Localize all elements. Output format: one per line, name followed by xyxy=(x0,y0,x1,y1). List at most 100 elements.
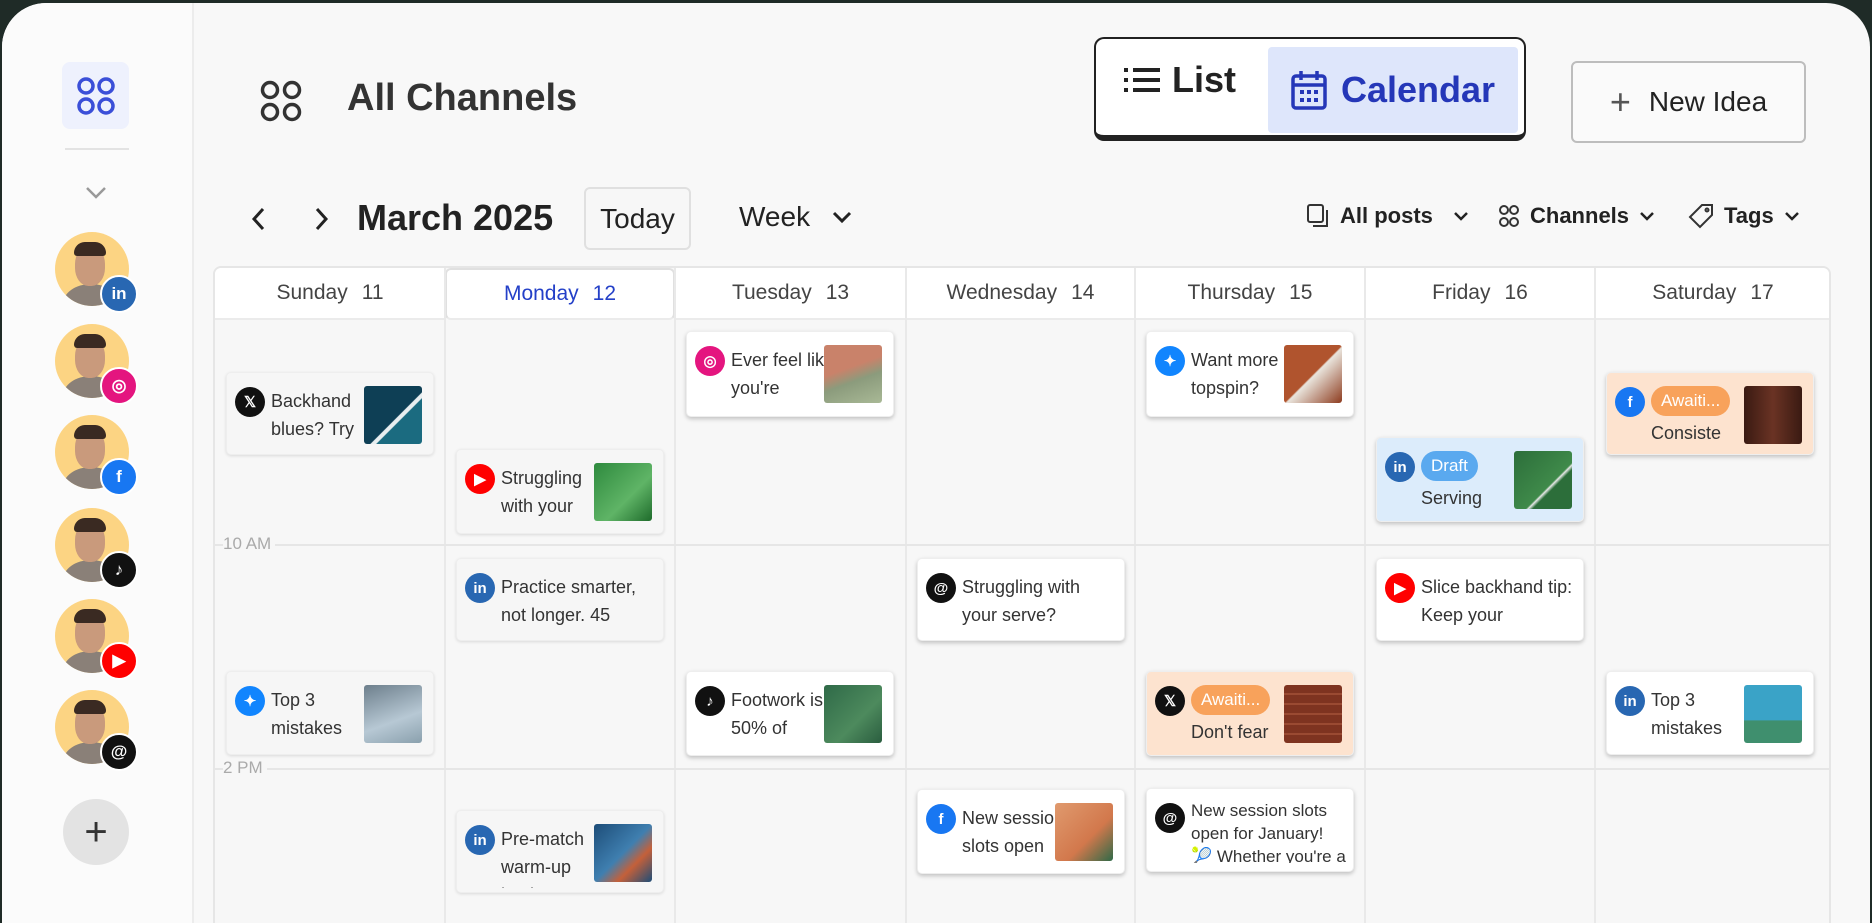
post-text: Footwork is 50% of xyxy=(731,690,824,738)
post-card[interactable]: @ Struggling with your serve? xyxy=(917,558,1125,641)
day-header-tuesday: Tuesday 13 xyxy=(675,268,906,320)
post-card[interactable]: ▶ Struggling with your xyxy=(456,449,664,534)
view-range-label: Week xyxy=(739,201,811,232)
list-icon xyxy=(1124,68,1160,92)
channels-filter[interactable]: Channels xyxy=(1498,203,1655,229)
all-channels-button[interactable] xyxy=(62,62,129,129)
day-date: 11 xyxy=(361,281,384,304)
list-label: List xyxy=(1172,59,1237,100)
today-button[interactable]: Today xyxy=(584,187,691,250)
status-badge: Draft xyxy=(1421,451,1478,481)
time-label: 2 PM xyxy=(223,758,267,778)
next-week-button[interactable] xyxy=(314,206,330,232)
post-text: Struggling with your serve? xyxy=(962,577,1081,625)
sidebar: in ◎ f ♪ ▶ @ + xyxy=(2,3,194,923)
facebook-icon: f xyxy=(926,804,956,834)
current-month: March 2025 xyxy=(357,197,554,238)
day-name: Saturday xyxy=(1652,281,1737,304)
day-name: Sunday xyxy=(276,281,348,304)
chevron-down-icon xyxy=(1640,212,1654,221)
post-card[interactable]: 𝕏 Awaiti... Don't fear xyxy=(1146,671,1354,756)
post-text: Backhand blues? Try xyxy=(271,391,355,439)
status-badge: Awaiti... xyxy=(1651,386,1731,416)
calendar-view-tab[interactable]: Calendar xyxy=(1268,47,1518,133)
day-date: 17 xyxy=(1750,281,1774,304)
linkedin-icon: in xyxy=(100,275,138,313)
post-thumbnail xyxy=(594,824,652,882)
post-thumbnail xyxy=(1284,685,1342,743)
app-window: in ◎ f ♪ ▶ @ + All Channels List Calendar + N… xyxy=(2,3,1870,923)
post-text: Want more topspin? xyxy=(1191,350,1279,398)
calendar-icon xyxy=(1291,71,1327,110)
tags-filter-label: Tags xyxy=(1724,203,1774,228)
post-card[interactable]: in Top 3 mistakes xyxy=(1606,671,1814,755)
add-account-button[interactable]: + xyxy=(63,799,129,865)
post-thumbnail xyxy=(1284,345,1342,403)
chevron-down-icon xyxy=(1454,212,1468,221)
posts-filter[interactable]: All posts xyxy=(1306,203,1469,229)
post-card[interactable]: @ New session slots open for January! 🎾 W… xyxy=(1146,788,1354,872)
post-card[interactable]: 𝕏 Backhand blues? Try xyxy=(226,372,434,455)
post-text: Ever feel like you're xyxy=(731,350,835,398)
post-card[interactable]: ♪ Footwork is 50% of xyxy=(686,671,894,756)
post-card[interactable]: f Awaiti... Consiste xyxy=(1606,372,1814,455)
post-card[interactable]: ✦ Top 3 mistakes xyxy=(226,671,434,755)
youtube-icon: ▶ xyxy=(465,464,495,494)
youtube-icon: ▶ xyxy=(1385,573,1415,603)
tags-filter[interactable]: Tags xyxy=(1688,203,1800,229)
post-thumbnail xyxy=(1744,685,1802,743)
post-card[interactable]: f New session slots open xyxy=(917,789,1125,874)
facebook-icon: f xyxy=(1615,387,1645,417)
week-calendar: Sunday 11 Monday 12 Tuesday 13 Wednesday 14 Thur… xyxy=(213,266,1831,923)
day-date: 13 xyxy=(825,281,850,304)
chevron-down-icon[interactable] xyxy=(84,185,108,201)
day-header-saturday: Saturday 17 xyxy=(1595,268,1829,320)
post-text: Struggling with your xyxy=(501,468,583,516)
hour-line xyxy=(215,768,1829,770)
tiktok-icon: ♪ xyxy=(695,686,725,716)
channels-grid-icon xyxy=(76,76,115,115)
column-divider xyxy=(444,268,446,923)
post-thumbnail xyxy=(1055,803,1113,861)
new-idea-label: New Idea xyxy=(1648,86,1768,117)
post-text: Slice backhand tip: Keep your xyxy=(1421,577,1573,625)
post-text: Pre-match warm-up hack: Don't xyxy=(501,829,590,888)
linkedin-icon: in xyxy=(1615,686,1645,716)
prev-week-button[interactable] xyxy=(250,206,266,232)
day-header-thursday: Thursday 15 xyxy=(1135,268,1365,320)
time-label: 10 AM xyxy=(223,534,276,554)
post-card[interactable]: ◎ Ever feel like you're xyxy=(686,331,894,417)
plus-icon: + xyxy=(1609,81,1631,122)
hour-line xyxy=(215,544,1829,546)
threads-icon: @ xyxy=(100,733,138,771)
channels-filter-label: Channels xyxy=(1530,203,1630,228)
view-range-select[interactable]: Week xyxy=(739,201,852,233)
day-date: 14 xyxy=(1071,281,1095,304)
post-card[interactable]: ✦ Want more topspin? xyxy=(1146,331,1354,417)
linkedin-icon: in xyxy=(1385,452,1415,482)
list-view-tab[interactable]: List xyxy=(1124,59,1236,101)
post-card[interactable]: in Draft Serving xyxy=(1376,437,1584,522)
bluesky-icon: ✦ xyxy=(235,686,265,716)
post-text: Serving xyxy=(1421,488,1483,508)
post-thumbnail xyxy=(1514,451,1572,509)
sidebar-divider xyxy=(65,148,129,150)
threads-icon: @ xyxy=(926,573,956,603)
post-thumbnail xyxy=(1744,386,1802,444)
post-thumbnail xyxy=(594,463,652,521)
new-idea-button[interactable]: + New Idea xyxy=(1571,61,1806,143)
day-date: 16 xyxy=(1504,281,1528,304)
day-name: Wednesday xyxy=(946,281,1058,304)
linkedin-icon: in xyxy=(465,573,495,603)
calendar-label: Calendar xyxy=(1340,69,1496,110)
bluesky-icon: ✦ xyxy=(1155,346,1185,376)
day-header-friday: Friday 16 xyxy=(1365,268,1595,320)
day-header-wednesday: Wednesday 14 xyxy=(906,268,1135,320)
chevron-down-icon xyxy=(1784,212,1799,221)
post-card[interactable]: ▶ Slice backhand tip: Keep your xyxy=(1376,558,1584,641)
channels-grid-icon xyxy=(1499,205,1519,227)
post-card[interactable]: in Practice smarter, not longer. 45 xyxy=(456,558,664,641)
view-toggle: List Calendar xyxy=(1094,37,1526,141)
facebook-icon: f xyxy=(100,458,138,496)
